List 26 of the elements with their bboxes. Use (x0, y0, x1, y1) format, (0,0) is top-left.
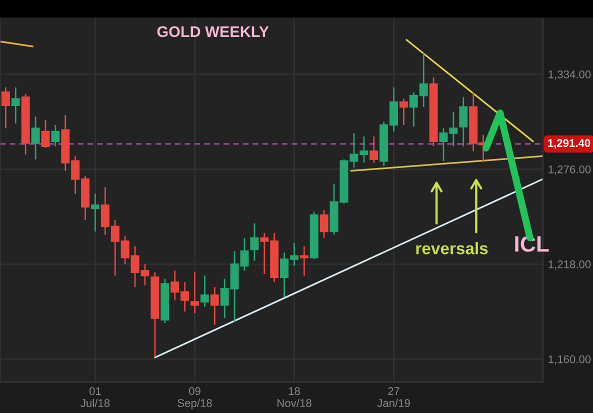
candlestick (320, 209, 328, 239)
candlestick (51, 124, 60, 147)
annotation: reversals (416, 242, 488, 254)
candlestick (190, 272, 199, 314)
y-tick-label: 1,276.00 (548, 165, 591, 175)
candlestick (210, 286, 219, 326)
chart-title: GOLD WEEKLY (157, 26, 269, 38)
candlestick (11, 86, 20, 124)
candlestick (31, 116, 40, 160)
candlestick (399, 98, 408, 126)
candlestick (250, 222, 259, 262)
y-tick-label: 1,160.00 (548, 355, 591, 365)
x-tick-label: 18 Nov/18 (278, 387, 312, 408)
candlestick (1, 86, 10, 129)
x-tick-label: 01 Jul/18 (80, 387, 110, 408)
candlestick (41, 119, 50, 149)
candlestick (200, 274, 209, 308)
y-tick-label: 1,334.00 (548, 70, 591, 80)
x-tick-label: 27 Jan/19 (377, 387, 410, 408)
x-tick-label: 09 Sep/18 (178, 387, 212, 410)
candlestick (459, 96, 468, 147)
y-tick-label: 1,218.00 (548, 260, 591, 270)
candlestick (300, 245, 308, 276)
candlestick (90, 193, 100, 232)
ref-line-label: 1,291.40 (548, 139, 590, 149)
candlestick (370, 136, 378, 164)
